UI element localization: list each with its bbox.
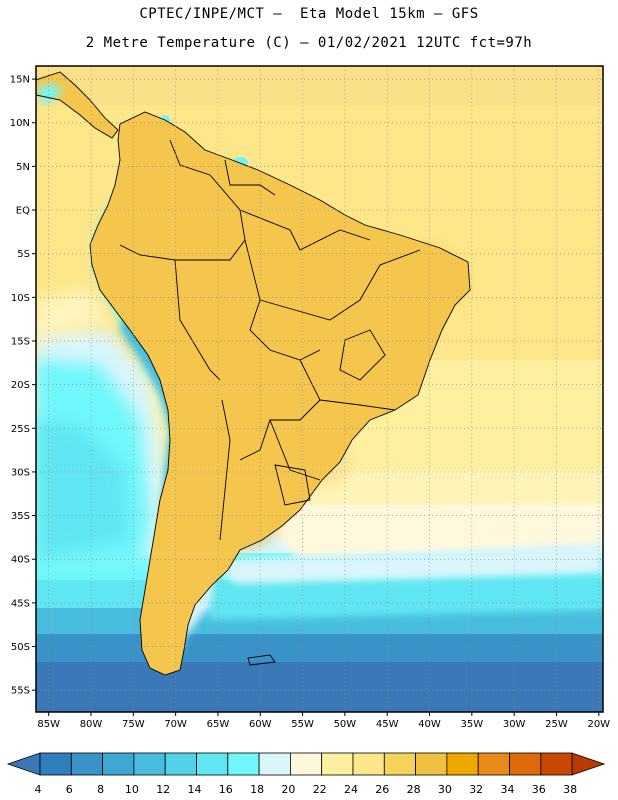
legend-swatch [196, 752, 229, 776]
legend-label: 36 [532, 783, 546, 796]
legend-swatch [383, 752, 416, 776]
latitude-label: 5S [17, 249, 30, 260]
legend-label: 32 [469, 783, 483, 796]
longitude-label: 80W [80, 719, 103, 730]
legend-label: 8 [97, 783, 104, 796]
latitude-label: 40S [11, 555, 30, 566]
latitude-label: 5N [16, 162, 30, 173]
longitude-label: 55W [291, 719, 314, 730]
longitude-label: 65W [207, 719, 230, 730]
color-legend: 4 6 8 10 12 14 16 18 20 22 24 26 28 30 32 34 36 38 [6, 752, 606, 796]
legend-swatch [477, 752, 510, 776]
legend-swatch [227, 752, 260, 776]
map-title: CPTEC/INPE/MCT – Eta Model 15km – GFS [139, 6, 479, 22]
legend-label: 38 [563, 783, 577, 796]
legend-arrow-high [571, 752, 606, 776]
latitude-label: 35S [11, 511, 30, 522]
legend-swatch [258, 752, 291, 776]
legend-swatch [540, 752, 573, 776]
legend-swatch [415, 752, 448, 776]
legend-swatch [39, 752, 72, 776]
legend-swatch [289, 752, 323, 776]
latitude-label: EQ [16, 206, 30, 217]
longitude-label: 45W [376, 719, 399, 730]
legend-label: 26 [375, 783, 389, 796]
legend-swatch [70, 752, 104, 776]
latitude-label: 15S [11, 336, 30, 347]
legend-swatch [102, 752, 135, 776]
legend-label: 34 [501, 783, 515, 796]
legend-swatch [352, 752, 385, 776]
longitude-label: 30W [503, 719, 526, 730]
legend-label: 12 [156, 783, 170, 796]
legend-arrow-low [6, 752, 41, 776]
latitude-label: 20S [11, 380, 30, 391]
legend-label: 18 [250, 783, 264, 796]
longitude-label: 25W [545, 719, 568, 730]
longitude-label: 20W [587, 719, 610, 730]
legend-swatch [133, 752, 166, 776]
latitude-label: 50S [11, 642, 30, 653]
legend-swatch [321, 752, 354, 776]
map-frame [35, 65, 604, 713]
latitude-label: 10S [11, 293, 30, 304]
graticule [36, 66, 603, 712]
latitude-label: 15N [10, 75, 30, 86]
legend-label: 10 [125, 783, 139, 796]
longitude-label: 50W [334, 719, 357, 730]
longitude-label: 70W [164, 719, 187, 730]
legend-label: 4 [35, 783, 42, 796]
latitude-label: 25S [11, 424, 30, 435]
legend-label: 14 [188, 783, 202, 796]
legend-label: 16 [219, 783, 233, 796]
latitude-label: 30S [11, 467, 30, 478]
longitude-label: 60W [249, 719, 272, 730]
legend-label: 6 [66, 783, 73, 796]
latitude-label: 45S [11, 598, 30, 609]
latitude-label: 55S [11, 686, 30, 697]
longitude-label: 85W [37, 719, 60, 730]
temperature-map: 15N 10N 5N EQ 5S 10S 15S 20S 25S 30S 35S 40S 45S 50S 5… [10, 65, 610, 730]
legend-label: 28 [407, 783, 421, 796]
legend-swatch [164, 752, 197, 776]
map-subtitle: 2 Metre Temperature (C) – 01/02/2021 12U… [85, 35, 533, 51]
legend-swatch [446, 752, 479, 776]
legend-label: 30 [438, 783, 452, 796]
longitude-label: 75W [122, 719, 145, 730]
country-borders [36, 71, 471, 676]
legend-label: 24 [344, 783, 358, 796]
legend-swatch [509, 752, 542, 776]
latitude-label: 10N [10, 118, 30, 129]
legend-label: 20 [281, 783, 295, 796]
longitude-labels: 85W 80W 75W 70W 65W 60W 55W 50W 45W 40W 35W 30W 25W 2… [37, 712, 610, 730]
latitude-labels: 15N 10N 5N EQ 5S 10S 15S 20S 25S 30S 35S 40S 45S 50S 5… [10, 75, 36, 697]
longitude-label: 35W [461, 719, 484, 730]
longitude-label: 40W [418, 719, 441, 730]
legend-label: 22 [313, 783, 327, 796]
